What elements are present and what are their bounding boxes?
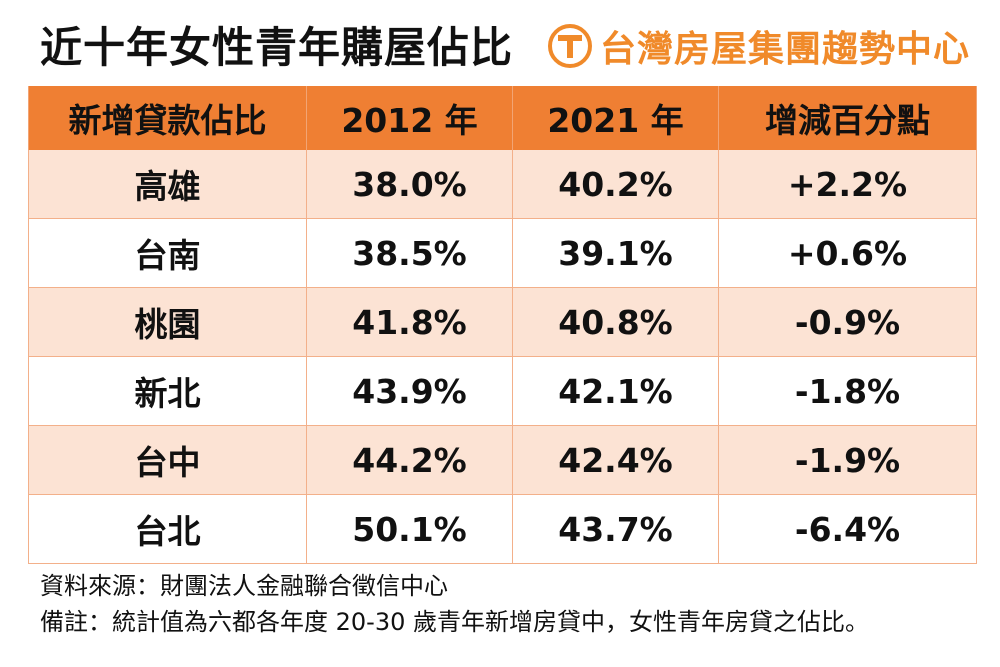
value-2012-cell: 50.1% bbox=[306, 494, 513, 564]
change-cell: -1.8% bbox=[718, 356, 977, 426]
value-2021-cell: 40.8% bbox=[512, 287, 719, 357]
data-table-container: 新增貸款佔比 2012 年 2021 年 增減百分點 高雄 38.0% 40.2… bbox=[28, 86, 977, 564]
value-2021-cell: 40.2% bbox=[512, 150, 719, 219]
value-2021-cell: 42.1% bbox=[512, 356, 719, 426]
table-row: 高雄 38.0% 40.2% +2.2% bbox=[28, 150, 977, 219]
value-2012-cell: 44.2% bbox=[306, 425, 513, 495]
source-note: 資料來源：財團法人金融聯合徵信中心 bbox=[40, 572, 448, 600]
column-header-loan-share: 新增貸款佔比 bbox=[28, 86, 307, 150]
value-2012-cell: 38.5% bbox=[306, 218, 513, 288]
table-header-row: 新增貸款佔比 2012 年 2021 年 增減百分點 bbox=[28, 86, 977, 150]
data-table: 新增貸款佔比 2012 年 2021 年 增減百分點 高雄 38.0% 40.2… bbox=[28, 86, 977, 564]
city-cell: 高雄 bbox=[28, 150, 307, 219]
column-header-2021: 2021 年 bbox=[512, 86, 719, 150]
value-2021-cell: 43.7% bbox=[512, 494, 719, 564]
table-row: 桃園 41.8% 40.8% -0.9% bbox=[28, 287, 977, 357]
column-header-change: 增減百分點 bbox=[718, 86, 977, 150]
value-2021-cell: 39.1% bbox=[512, 218, 719, 288]
city-cell: 桃園 bbox=[28, 287, 307, 357]
city-cell: 台南 bbox=[28, 218, 307, 288]
t-circle-logo-icon bbox=[547, 24, 592, 68]
change-cell: -1.9% bbox=[718, 425, 977, 495]
table-row: 台北 50.1% 43.7% -6.4% bbox=[28, 494, 977, 564]
change-cell: +2.2% bbox=[718, 150, 977, 219]
remark-note: 備註：統計值為六都各年度 20-30 歲青年新增房貸中，女性青年房貸之佔比。 bbox=[40, 608, 869, 636]
footnotes: 資料來源：財團法人金融聯合徵信中心 備註：統計值為六都各年度 20-30 歲青年… bbox=[40, 568, 980, 640]
city-cell: 新北 bbox=[28, 356, 307, 426]
value-2012-cell: 41.8% bbox=[306, 287, 513, 357]
header: 近十年女性青年購屋佔比 台灣房屋集團趨勢中心 bbox=[0, 0, 1000, 88]
city-cell: 台中 bbox=[28, 425, 307, 495]
page-title: 近十年女性青年購屋佔比 bbox=[40, 23, 514, 72]
table-row: 台南 38.5% 39.1% +0.6% bbox=[28, 218, 977, 288]
table-row: 台中 44.2% 42.4% -1.9% bbox=[28, 425, 977, 495]
city-cell: 台北 bbox=[28, 494, 307, 564]
column-header-2012: 2012 年 bbox=[306, 86, 513, 150]
change-cell: -6.4% bbox=[718, 494, 977, 564]
value-2012-cell: 43.9% bbox=[306, 356, 513, 426]
change-cell: -0.9% bbox=[718, 287, 977, 357]
value-2021-cell: 42.4% bbox=[512, 425, 719, 495]
brand-logo: 台灣房屋集團趨勢中心 bbox=[547, 22, 970, 70]
value-2012-cell: 38.0% bbox=[306, 150, 513, 219]
change-cell: +0.6% bbox=[718, 218, 977, 288]
table-row: 新北 43.9% 42.1% -1.8% bbox=[28, 356, 977, 426]
brand-name: 台灣房屋集團趨勢中心 bbox=[599, 29, 970, 70]
